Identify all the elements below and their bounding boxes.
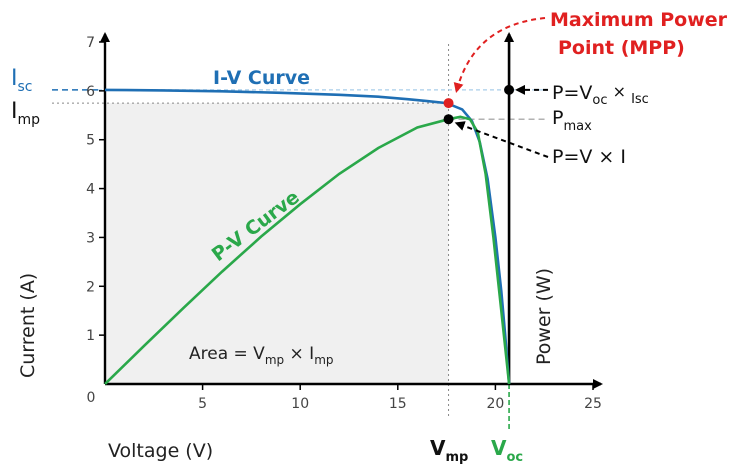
pmax-label: Pmax xyxy=(552,107,592,134)
x-tick-label: 15 xyxy=(389,396,407,412)
y-axis-right-label: Power (W) xyxy=(533,268,555,365)
vmp-label: Vmp xyxy=(430,436,468,465)
p-vi-arrow xyxy=(454,121,549,158)
guide-lines xyxy=(52,44,545,432)
pmax-point xyxy=(443,114,454,125)
y-tick-label: 7 xyxy=(86,35,95,51)
x-tick-label: 20 xyxy=(486,396,504,412)
p-voc-isc-label: P=Voc × Isc xyxy=(552,82,649,108)
pv-curve-line xyxy=(104,115,511,385)
voc-label: Voc xyxy=(491,436,523,465)
x-axis-label: Voltage (V) xyxy=(108,440,213,462)
area-label: Area = Vmp × Imp xyxy=(189,344,334,367)
voc-isc-point xyxy=(504,84,515,95)
mpp-point xyxy=(443,98,454,109)
origin-tick-label: 0 xyxy=(87,390,96,406)
y-tick-label: 3 xyxy=(86,230,95,246)
x-tick-label: 25 xyxy=(584,396,602,412)
x-tick-label: 5 xyxy=(198,396,207,412)
iv-curve-line xyxy=(104,88,511,385)
iv-curve-label: I-V Curve xyxy=(213,67,310,89)
y-axis-left-label: Current (A) xyxy=(17,273,39,378)
imp-label: Imp xyxy=(11,99,40,128)
y-tick-label: 1 xyxy=(86,328,95,344)
y-tick-label: 2 xyxy=(86,279,95,295)
x-tick-label: 10 xyxy=(291,396,309,412)
y-tick-label: 4 xyxy=(86,182,95,198)
mpp-title-line1: Maximum Power xyxy=(550,9,728,31)
p-vi-label: P=V × I xyxy=(552,146,626,168)
axis-ticks: 5 10 15 20 25 1 2 3 4 5 6 7 0 xyxy=(86,35,602,412)
mpp-arrow xyxy=(453,17,546,94)
mpp-title-line2: Point (MPP) xyxy=(558,37,685,59)
power-area-rectangle xyxy=(105,103,449,385)
isc-label: Isc xyxy=(11,66,33,95)
y-tick-label: 6 xyxy=(86,84,95,100)
y-tick-label: 5 xyxy=(86,133,95,149)
